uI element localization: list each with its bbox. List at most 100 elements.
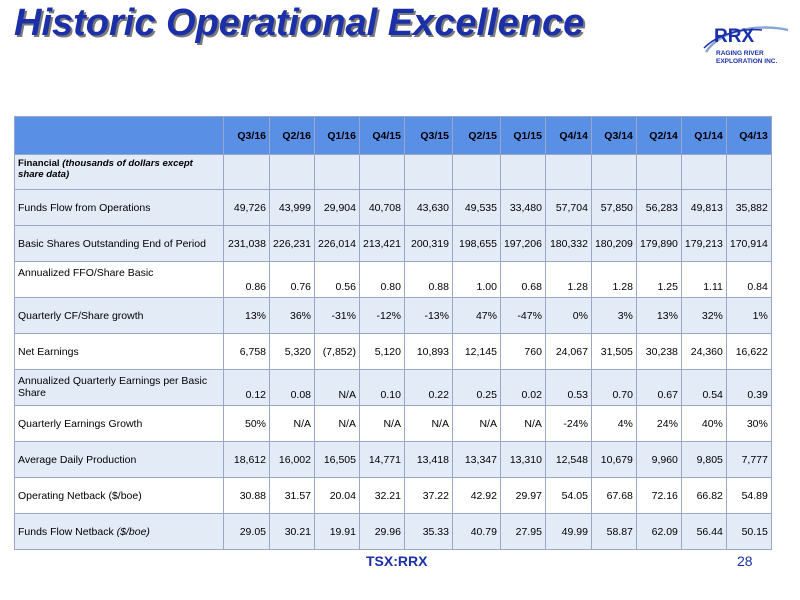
table-cell: 62.09 <box>635 513 682 550</box>
table-cell: 49,535 <box>451 189 501 226</box>
column-header: Q3/14 <box>590 116 637 155</box>
table-cell: 0.08 <box>269 369 315 406</box>
table-row: Funds Flow from Operations 49,726 43,999 29… <box>14 189 772 226</box>
row-label-text: Funds Flow Netback <box>18 525 114 538</box>
column-header: Q1/15 <box>499 116 546 155</box>
table-cell: 1% <box>725 297 772 334</box>
column-header: Q2/15 <box>451 116 501 155</box>
table-cell: 13,310 <box>499 441 546 478</box>
table-cell: 12,145 <box>451 333 501 370</box>
table-cell: 200,319 <box>403 225 453 262</box>
table-cell: 36% <box>269 297 315 334</box>
table-cell: 57,704 <box>544 189 592 226</box>
table-cell: 50% <box>223 405 270 442</box>
table-cell: 0.53 <box>544 369 592 406</box>
table-cell: 0.67 <box>635 369 682 406</box>
row-label: Average Daily Production <box>14 441 224 478</box>
table-cell: 0% <box>544 297 592 334</box>
table-cell: 231,038 <box>223 225 270 262</box>
table-cell: 54.05 <box>544 477 592 514</box>
row-label-text: Net Earnings <box>18 345 79 358</box>
table-cell: 27.95 <box>499 513 546 550</box>
table-header-row: Q3/16 Q2/16 Q1/16 Q4/15 Q3/15 Q2/15 Q1/1… <box>14 116 772 155</box>
table-cell: 5,120 <box>358 333 405 370</box>
table-cell: 760 <box>499 333 546 370</box>
table-cell: 13% <box>223 297 270 334</box>
logo-swoosh-icon <box>703 26 789 53</box>
table-cell: 170,914 <box>725 225 772 262</box>
table-cell: 30.88 <box>223 477 270 514</box>
table-cell: 33,480 <box>499 189 546 226</box>
row-label-text: Operating Netback ($/boe) <box>18 489 142 502</box>
table-cell: 14,771 <box>358 441 405 478</box>
table-cell: 0.12 <box>223 369 270 406</box>
table-cell: 13,347 <box>451 441 501 478</box>
table-cell: 40% <box>680 405 727 442</box>
column-header: Q4/15 <box>358 116 405 155</box>
table-cell: 1.11 <box>680 261 727 298</box>
table-row: Quarterly Earnings Growth 50% N/A N/A N/A N/A… <box>14 405 772 442</box>
logo-name: RRX <box>714 26 755 47</box>
table-cell: (7,852) <box>314 333 360 370</box>
column-header: Q4/13 <box>725 116 772 155</box>
table-cell: 226,231 <box>269 225 315 262</box>
table-cell: 1.28 <box>544 261 592 298</box>
table-cell: 10,679 <box>590 441 637 478</box>
table-cell: 56,283 <box>635 189 682 226</box>
row-label: Annualized FFO/Share Basic <box>14 261 224 298</box>
table-cell: 5,320 <box>269 333 315 370</box>
table-cell: 0.68 <box>499 261 546 298</box>
column-header: Q2/16 <box>269 116 315 155</box>
table-cell: 40,708 <box>358 189 405 226</box>
table-cell: 1.25 <box>635 261 682 298</box>
logo-subtitle: RAGING RIVER EXPLORATION INC. <box>716 50 778 65</box>
table-cell: 0.25 <box>451 369 501 406</box>
row-label: Basic Shares Outstanding End of Period <box>14 225 224 262</box>
table-cell: 0.22 <box>403 369 453 406</box>
table-cell: 197,206 <box>499 225 546 262</box>
table-cell: 226,014 <box>314 225 360 262</box>
table-cell: 0.88 <box>403 261 453 298</box>
table-row: Operating Netback ($/boe) 30.88 31.57 20.04… <box>14 477 772 514</box>
table-cell: 49,813 <box>680 189 727 226</box>
table-cell: 32% <box>680 297 727 334</box>
table-cell: 0.10 <box>358 369 405 406</box>
row-label: Net Earnings <box>14 333 224 370</box>
row-label: Funds Flow Netback ($/boe) <box>14 513 224 550</box>
row-label-text: Quarterly Earnings Growth <box>18 417 143 430</box>
table-cell: N/A <box>499 405 546 442</box>
table-cell: 20.04 <box>314 477 360 514</box>
column-header: Q4/14 <box>544 116 592 155</box>
column-header: Q3/15 <box>403 116 453 155</box>
table-cell: N/A <box>314 369 360 406</box>
row-label: Operating Netback ($/boe) <box>14 477 224 514</box>
table-cell: 47% <box>451 297 501 334</box>
table-cell: 9,805 <box>680 441 727 478</box>
table-cell: -24% <box>544 405 592 442</box>
table-cell: 24,067 <box>544 333 592 370</box>
table-cell: N/A <box>358 405 405 442</box>
table-cell: 0.84 <box>725 261 772 298</box>
table-cell: 1.28 <box>590 261 637 298</box>
table-cell: -47% <box>499 297 546 334</box>
table-row: Annualized FFO/Share Basic 0.86 0.76 0.56 0.… <box>14 261 772 298</box>
table-cell: 66.82 <box>680 477 727 514</box>
table-cell: 32.21 <box>358 477 405 514</box>
table-cell: 0.86 <box>223 261 270 298</box>
table-cell: 29.05 <box>223 513 270 550</box>
table-cell: 9,960 <box>635 441 682 478</box>
financial-label: Financial <box>18 158 60 169</box>
table-row: Basic Shares Outstanding End of Period 23… <box>14 225 772 262</box>
table-cell: N/A <box>314 405 360 442</box>
table-cell: -13% <box>403 297 453 334</box>
table-cell: 179,213 <box>680 225 727 262</box>
table-cell: 6,758 <box>223 333 270 370</box>
table-cell: 37.22 <box>403 477 453 514</box>
table-cell: 180,332 <box>544 225 592 262</box>
table-cell: 0.76 <box>269 261 315 298</box>
table-cell: 1.00 <box>451 261 501 298</box>
row-label-text: Average Daily Production <box>18 453 137 466</box>
header-corner <box>14 116 224 155</box>
table-cell: 19.91 <box>314 513 360 550</box>
table-cell: 12,548 <box>544 441 592 478</box>
